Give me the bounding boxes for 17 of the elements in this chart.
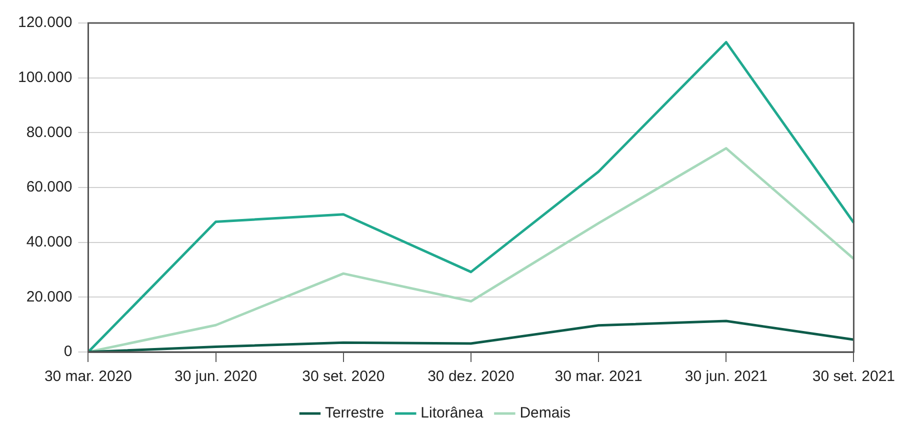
x-tick-label: 30 set. 2021 [812,368,896,386]
y-tick-label: 0 [64,343,72,360]
x-tick-label: 30 jun. 2020 [174,368,258,386]
x-tick-label: 30 mar. 2021 [554,368,642,386]
y-tick-label: 20.000 [26,288,72,306]
y-tick-label: 120.000 [18,14,72,32]
legend-label: Litorânea [420,404,484,422]
x-tick-label: 30 mar. 2020 [44,368,132,386]
y-tick-label: 80.000 [26,124,72,141]
legend-label: Terrestre [324,404,384,422]
y-tick-label: 100.000 [18,68,72,86]
y-tick-label: 60.000 [26,178,72,196]
x-tick-label: 30 dez. 2020 [428,368,514,386]
y-tick-label: 40.000 [26,233,72,250]
x-tick-label: 30 set. 2020 [302,368,385,386]
legend-label: Demais [520,404,571,422]
x-tick-label: 30 jun. 2021 [684,368,768,386]
